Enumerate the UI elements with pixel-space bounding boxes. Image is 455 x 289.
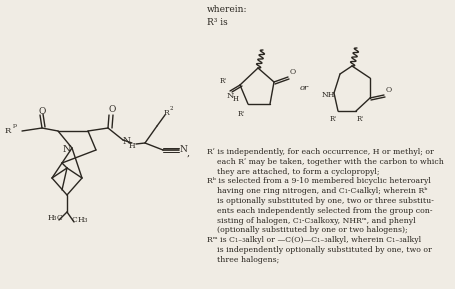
Text: R: R: [5, 127, 11, 135]
Text: N: N: [63, 144, 71, 153]
Text: C: C: [57, 214, 63, 222]
Text: 2: 2: [170, 106, 173, 111]
Text: Rᵇ is selected from a 9-10 membered bicyclic heteroaryl: Rᵇ is selected from a 9-10 membered bicy…: [207, 177, 430, 186]
Text: sisting of halogen, C₁-C₃alkoxy, NHRᵐ, and phenyl: sisting of halogen, C₁-C₃alkoxy, NHRᵐ, a…: [207, 216, 415, 225]
Text: O: O: [39, 107, 46, 116]
Text: (optionally substituted by one or two halogens);: (optionally substituted by one or two ha…: [207, 226, 407, 234]
Text: R': R': [219, 77, 227, 85]
Text: C: C: [72, 216, 78, 224]
Text: Rᵐ is C₁₋₃alkyl or —C(O)—C₁₋₃alkyl, wherein C₁₋₃alkyl: Rᵐ is C₁₋₃alkyl or —C(O)—C₁₋₃alkyl, wher…: [207, 236, 420, 244]
Text: is optionally substituted by one, two or three substitu-: is optionally substituted by one, two or…: [207, 197, 433, 205]
Text: H: H: [78, 216, 85, 224]
Text: N: N: [227, 92, 234, 100]
Text: 3: 3: [53, 216, 56, 221]
Text: Rʹ is independently, for each occurrence, H or methyl; or: Rʹ is independently, for each occurrence…: [207, 148, 433, 156]
Text: wherein:
R³ is: wherein: R³ is: [207, 5, 247, 27]
Text: is independently optionally substituted by one, two or: is independently optionally substituted …: [207, 246, 431, 254]
Text: p: p: [13, 123, 17, 128]
Text: 3: 3: [84, 218, 87, 223]
Text: R': R': [238, 110, 245, 118]
Text: H: H: [48, 214, 55, 222]
Text: or: or: [299, 84, 308, 92]
Text: N: N: [123, 136, 131, 145]
Text: ents each independently selected from the group con-: ents each independently selected from th…: [207, 207, 431, 215]
Text: each Rʹ may be taken, together with the carbon to which: each Rʹ may be taken, together with the …: [207, 158, 443, 166]
Text: R': R': [356, 115, 364, 123]
Text: R': R': [329, 115, 336, 123]
Text: H: H: [129, 142, 135, 150]
Text: O: O: [289, 68, 295, 76]
Text: having one ring nitrogen, and C₁-C₄alkyl; wherein Rᵇ: having one ring nitrogen, and C₁-C₄alkyl…: [207, 187, 426, 195]
Text: three halogens;: three halogens;: [207, 256, 278, 264]
Text: ,: ,: [187, 149, 190, 158]
Text: O: O: [109, 105, 116, 114]
Text: NH: NH: [321, 91, 334, 99]
Text: N: N: [180, 144, 187, 153]
Text: H: H: [233, 95, 238, 103]
Text: O: O: [385, 86, 391, 94]
Text: they are attached, to form a cyclopropyl;: they are attached, to form a cyclopropyl…: [207, 168, 379, 176]
Text: R: R: [164, 109, 169, 117]
